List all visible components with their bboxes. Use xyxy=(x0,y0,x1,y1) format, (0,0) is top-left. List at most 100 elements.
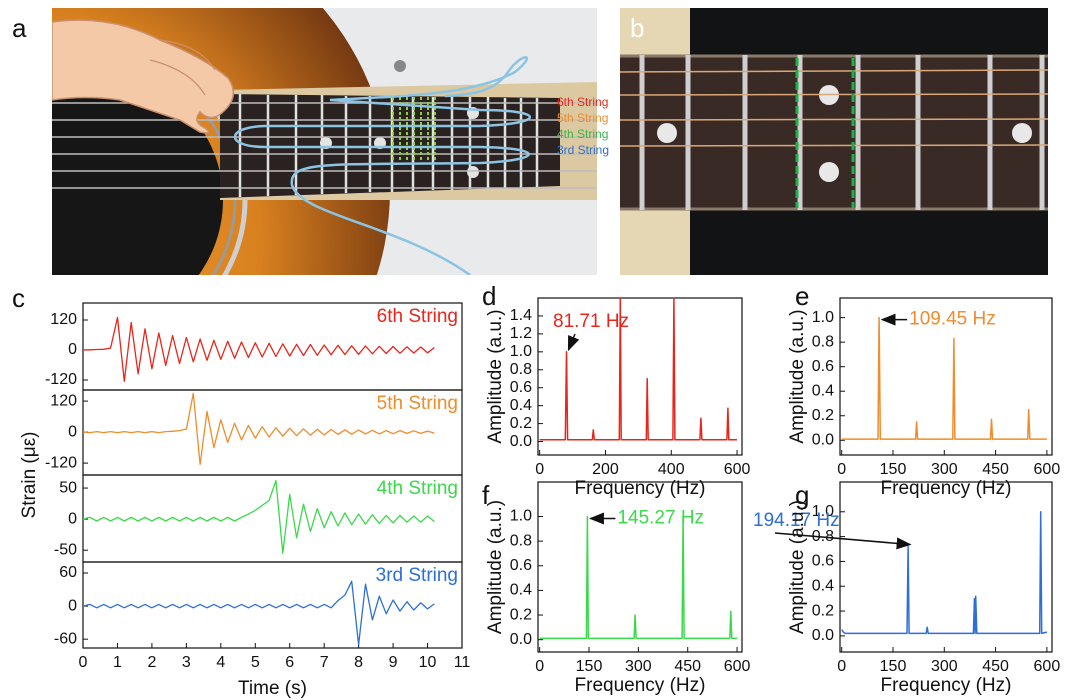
x-tick-label: 0 xyxy=(535,658,544,675)
y-tick-label: 0.8 xyxy=(812,528,834,545)
x-tick-label: 450 xyxy=(674,658,701,675)
x-tick-label: 150 xyxy=(576,658,603,675)
y-tick-label: 120 xyxy=(50,311,77,328)
y-tick-label: 0.0 xyxy=(510,433,532,450)
x-tick-label: 0 xyxy=(79,654,88,671)
series-label: 4th String xyxy=(377,478,458,499)
y-tick-label: 1.0 xyxy=(510,508,532,525)
panel-label: g xyxy=(795,480,809,510)
x-axis-label: Frequency (Hz) xyxy=(575,675,706,696)
y-tick-label: 0.2 xyxy=(510,415,532,432)
x-tick-label: 300 xyxy=(931,461,958,478)
series-line xyxy=(539,297,738,441)
plot-frame xyxy=(839,297,1053,456)
series-line xyxy=(82,316,435,382)
y-tick-label: 120 xyxy=(50,392,77,409)
x-tick-label: 200 xyxy=(592,461,619,478)
y-tick-label: 60 xyxy=(59,564,77,581)
annotation: 81.71 Hz xyxy=(553,311,629,332)
y-tick-label: 0.8 xyxy=(812,333,834,350)
x-axis-label: Time (s) xyxy=(238,678,307,699)
y-tick-label: 0.8 xyxy=(510,532,532,549)
panel-label: c xyxy=(12,283,25,313)
y-tick-label: 1.4 xyxy=(510,307,532,324)
x-tick-label: 10 xyxy=(419,654,437,671)
annotation: 109.45 Hz xyxy=(909,309,996,330)
y-tick-label: 0.6 xyxy=(510,557,532,574)
x-tick-label: 4 xyxy=(216,654,225,671)
x-axis-label: Frequency (Hz) xyxy=(881,478,1012,499)
y-tick-label: 0 xyxy=(68,510,77,527)
x-tick-label: 400 xyxy=(658,461,685,478)
plot-frame xyxy=(839,481,1053,653)
x-tick-label: 450 xyxy=(982,658,1009,675)
y-axis-label: Amplitude (a.u.) xyxy=(787,309,808,443)
y-tick-label: 0.4 xyxy=(812,382,834,399)
x-axis-label: Frequency (Hz) xyxy=(575,478,706,499)
y-tick-label: 0.4 xyxy=(510,397,532,414)
y-axis-label: Amplitude (a.u.) xyxy=(485,500,506,634)
x-tick-label: 0 xyxy=(837,461,846,478)
annotation: 194.17 Hz xyxy=(753,510,840,531)
x-axis-label: Frequency (Hz) xyxy=(881,675,1012,696)
plot-frame xyxy=(537,481,743,653)
x-tick-label: 3 xyxy=(182,654,191,671)
y-tick-label: 0.0 xyxy=(510,631,532,648)
series-line xyxy=(539,515,738,640)
y-tick-label: 0 xyxy=(68,341,77,358)
y-tick-label: 0.8 xyxy=(510,361,532,378)
y-tick-label: -120 xyxy=(45,371,77,388)
plot-frame xyxy=(537,297,743,456)
x-tick-label: 5 xyxy=(251,654,260,671)
x-tick-label: 600 xyxy=(724,658,751,675)
y-tick-label: 0.2 xyxy=(812,407,834,424)
panel-label: b xyxy=(630,13,644,43)
series-line xyxy=(82,580,435,646)
y-axis-label: Amplitude (a.u.) xyxy=(485,309,506,443)
x-tick-label: 600 xyxy=(1034,461,1061,478)
annotation: 145.27 Hz xyxy=(617,508,704,529)
y-tick-label: 1.0 xyxy=(812,309,834,326)
y-tick-label: 50 xyxy=(59,479,77,496)
panel-label: a xyxy=(12,13,27,43)
y-tick-label: 1.2 xyxy=(510,325,532,342)
y-tick-label: 0 xyxy=(68,597,77,614)
y-tick-label: 0.2 xyxy=(510,606,532,623)
y-axis-label: Strain (με) xyxy=(19,432,40,519)
x-tick-label: 1 xyxy=(113,654,122,671)
string-label: 4th String xyxy=(557,127,608,141)
x-tick-label: 11 xyxy=(454,654,471,671)
y-tick-label: -120 xyxy=(45,454,77,471)
x-tick-label: 600 xyxy=(724,461,751,478)
panel-label: f xyxy=(482,480,490,510)
x-tick-label: 6 xyxy=(285,654,294,671)
y-tick-label: 0.6 xyxy=(812,553,834,570)
annotation-arrow xyxy=(567,333,580,352)
series-line xyxy=(841,511,1048,635)
series-line xyxy=(82,479,435,554)
string-label: 6th String xyxy=(557,95,608,109)
y-tick-label: -60 xyxy=(54,630,77,647)
x-tick-label: 600 xyxy=(1034,658,1061,675)
y-tick-label: 0.4 xyxy=(812,577,834,594)
x-tick-label: 2 xyxy=(147,654,156,671)
string-label: 5th String xyxy=(557,111,608,125)
series-line xyxy=(82,392,435,466)
series-line xyxy=(841,316,1047,440)
y-tick-label: 1.0 xyxy=(510,343,532,360)
series-label: 5th String xyxy=(377,393,458,414)
x-tick-label: 8 xyxy=(354,654,363,671)
x-tick-label: 150 xyxy=(880,461,907,478)
photo xyxy=(620,8,1048,275)
panel-label: e xyxy=(795,281,809,311)
y-axis-label: Amplitude (a.u.) xyxy=(787,500,808,634)
y-tick-label: 0.6 xyxy=(510,379,532,396)
series-label: 6th String xyxy=(377,306,458,327)
y-tick-label: 0.0 xyxy=(812,432,834,449)
y-tick-label: 1.0 xyxy=(812,503,834,520)
x-tick-label: 0 xyxy=(837,658,846,675)
x-tick-label: 9 xyxy=(389,654,398,671)
x-tick-label: 300 xyxy=(625,658,652,675)
series-label: 3rd String xyxy=(376,565,458,586)
